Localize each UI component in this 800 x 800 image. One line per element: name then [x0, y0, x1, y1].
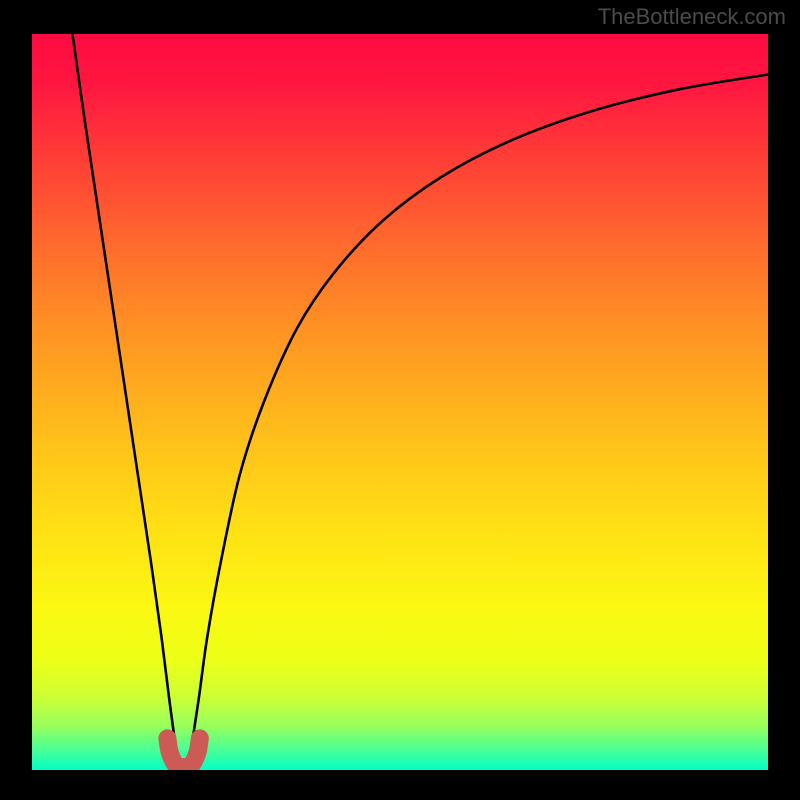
- chart-svg: [32, 34, 768, 770]
- chart-container: TheBottleneck.com: [0, 0, 800, 800]
- gradient-background: [32, 34, 768, 770]
- watermark-text: TheBottleneck.com: [598, 4, 786, 30]
- plot-area: [32, 34, 768, 770]
